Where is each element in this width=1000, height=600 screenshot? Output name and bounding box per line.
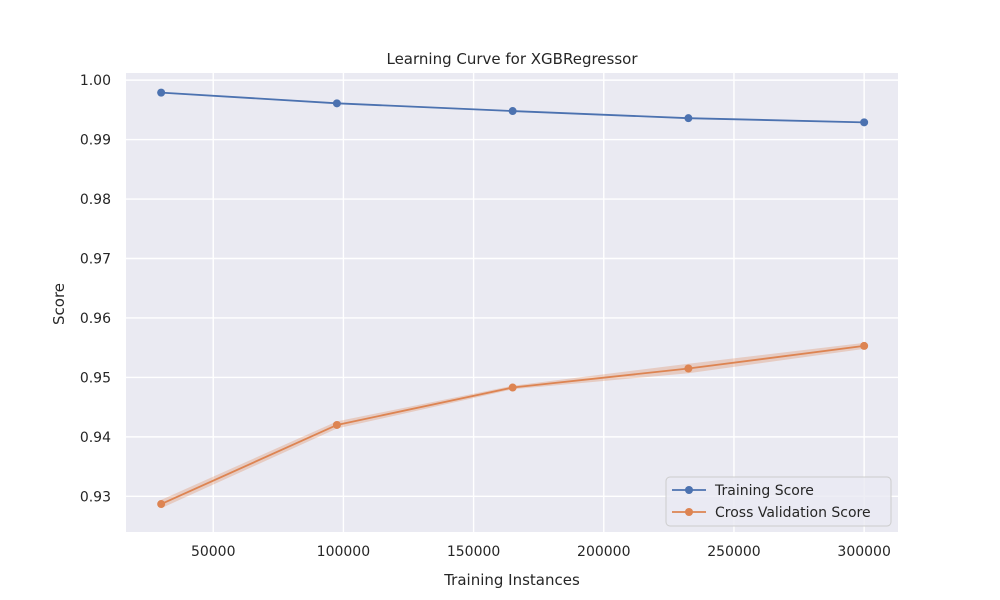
cross-validation-score-legend-label: Cross Validation Score: [715, 505, 871, 521]
cross-validation-score-point: [684, 364, 693, 373]
training-score-point: [860, 118, 869, 127]
x-tick-label: 50000: [191, 544, 236, 560]
x-tick-label: 250000: [707, 544, 760, 560]
x-tick-label: 150000: [447, 544, 500, 560]
y-tick-label: 0.99: [80, 133, 111, 149]
cross-validation-score-point: [332, 420, 341, 429]
cross-validation-score-point: [860, 341, 869, 350]
training-score-legend-marker: [685, 486, 693, 494]
legend: Training Score Cross Validation Score: [665, 476, 892, 527]
cross-validation-score-point: [508, 383, 517, 392]
y-tick-label: 0.98: [80, 192, 111, 208]
y-tick-label: 0.95: [80, 370, 111, 386]
y-tick-label: 0.94: [80, 430, 111, 446]
y-tick-label: 1.00: [80, 73, 111, 89]
x-tick-label: 200000: [577, 544, 630, 560]
x-axis-title: Training Instances: [443, 571, 580, 589]
training-score-legend-label: Training Score: [714, 483, 814, 499]
training-score-point: [332, 99, 341, 108]
x-tick-label: 100000: [317, 544, 370, 560]
series-lines: [157, 88, 869, 509]
chart-title: Learning Curve for XGBRegressor: [386, 50, 638, 68]
y-tick-label: 0.93: [80, 489, 111, 505]
y-tick-label: 0.96: [80, 311, 111, 327]
training-score-point: [684, 114, 693, 123]
y-tick-label: 0.97: [80, 252, 111, 268]
y-axis-title: Score: [50, 283, 68, 325]
tick-labels: 50000 100000 150000 200000 250000 300000 0.93 0…: [80, 73, 891, 560]
cross-validation-score-legend-marker: [685, 508, 693, 516]
x-tick-label: 300000: [837, 544, 890, 560]
cross-validation-score-point: [157, 500, 166, 509]
legend-frame: [665, 476, 892, 527]
training-score-point: [157, 88, 166, 97]
training-score-point: [508, 107, 517, 116]
plot-background: [126, 73, 898, 532]
grid-lines: [126, 73, 898, 532]
